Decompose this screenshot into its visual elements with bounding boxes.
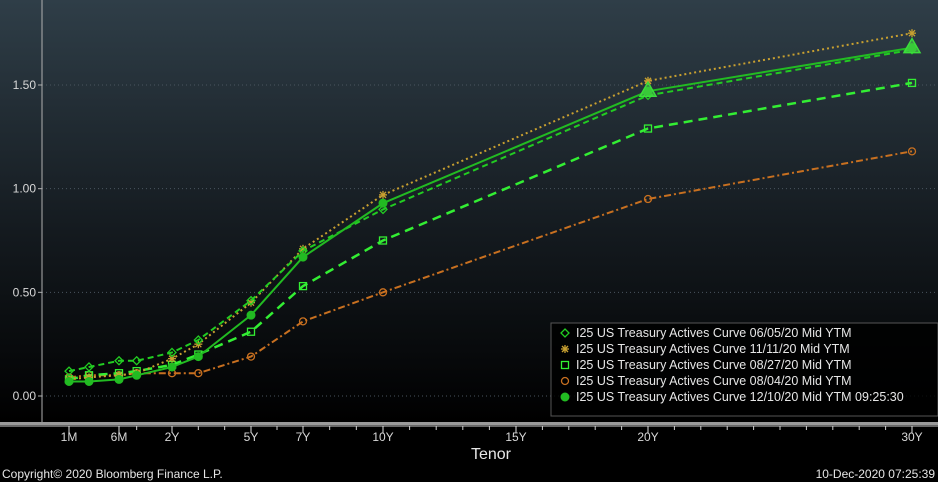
axes: 0.00 0.50 1.00 1.50 1M 6M 2Y 5Y 7Y 10Y 15Y 20Y 30Y (0, 0, 938, 444)
latest-triangle-marker (638, 80, 658, 97)
x-tick-label: 1M (61, 430, 78, 444)
legend-label: I25 US Treasury Actives Curve 08/04/20 M… (576, 374, 852, 388)
data-point-square (907, 78, 917, 88)
data-point-diamond (167, 347, 177, 358)
x-tick-label: 15Y (505, 430, 526, 444)
legend-label: I25 US Treasury Actives Curve 06/05/20 M… (576, 326, 852, 340)
data-point-circle (298, 317, 308, 326)
x-tick-label: 30Y (901, 430, 922, 444)
legend-label: I25 US Treasury Actives Curve 12/10/20 M… (576, 390, 904, 404)
data-point-circle (246, 352, 256, 361)
legend-item: I25 US Treasury Actives Curve 08/27/20 M… (560, 358, 852, 372)
x-tick-label: 20Y (637, 430, 658, 444)
data-point-filled (114, 374, 124, 384)
legend-item: I25 US Treasury Actives Curve 06/05/20 M… (560, 326, 852, 340)
x-axis-band (0, 422, 938, 425)
data-point-diamond (193, 335, 204, 345)
data-point-circle (194, 369, 203, 378)
data-point-filled (560, 392, 570, 402)
data-point-diamond (114, 355, 124, 366)
data-point-diamond (64, 366, 74, 377)
data-point-square (298, 281, 308, 291)
data-point-asterisk (561, 345, 569, 353)
y-tick-label: 1.00 (13, 182, 37, 196)
data-point-circle (643, 194, 653, 204)
x-tick-label: 6M (111, 430, 128, 444)
data-point-square (378, 236, 388, 245)
data-point-diamond (131, 355, 142, 366)
data-point-filled (246, 310, 256, 320)
data-point-circle (560, 376, 570, 386)
legend-item: I25 US Treasury Actives Curve 08/04/20 M… (560, 374, 852, 388)
x-tick-label: 7Y (296, 430, 311, 444)
data-point-asterisk (379, 190, 387, 199)
legend: I25 US Treasury Actives Curve 06/05/20 M… (550, 322, 938, 417)
data-point-filled (64, 376, 74, 386)
x-tick-label: 10Y (372, 430, 393, 444)
data-point-filled (298, 252, 308, 262)
legend-box (550, 322, 938, 417)
y-tick-label: 0.00 (13, 389, 37, 403)
data-point-diamond (378, 204, 388, 215)
data-point-filled (193, 352, 203, 362)
y-tick-label: 0.50 (13, 285, 37, 299)
latest-triangle-marker (902, 37, 922, 54)
series-layer (64, 29, 922, 386)
legend-item: I25 US Treasury Actives Curve 12/10/20 M… (560, 390, 904, 404)
y-tick-label: 1.50 (13, 78, 37, 92)
data-point-filled (132, 370, 142, 380)
data-point-filled (84, 376, 94, 386)
data-point-circle (907, 147, 917, 156)
data-point-diamond (246, 295, 256, 306)
data-point-diamond (84, 362, 94, 372)
data-point-circle (378, 288, 388, 297)
data-point-square (560, 360, 570, 370)
legend-item: I25 US Treasury Actives Curve 11/11/20 M… (561, 342, 850, 356)
series-line (68, 48, 913, 373)
x-tick-label: 2Y (165, 430, 180, 444)
grid-lines (42, 84, 938, 397)
copyright-text: Copyright© 2020 Bloomberg Finance L.P. (2, 467, 223, 481)
legend-label: I25 US Treasury Actives Curve 11/11/20 M… (576, 342, 850, 356)
data-point-filled (378, 198, 388, 208)
x-axis-title: Tenor (471, 446, 512, 463)
timestamp-text: 10-Dec-2020 07:25:39 (816, 467, 936, 481)
data-point-diamond (560, 328, 570, 338)
data-point-square (643, 124, 653, 133)
legend-label: I25 US Treasury Actives Curve 08/27/20 M… (576, 358, 852, 372)
data-point-filled (167, 362, 177, 372)
x-tick-label: 5Y (244, 430, 259, 444)
data-point-asterisk (908, 29, 916, 38)
data-point-square (246, 327, 256, 336)
